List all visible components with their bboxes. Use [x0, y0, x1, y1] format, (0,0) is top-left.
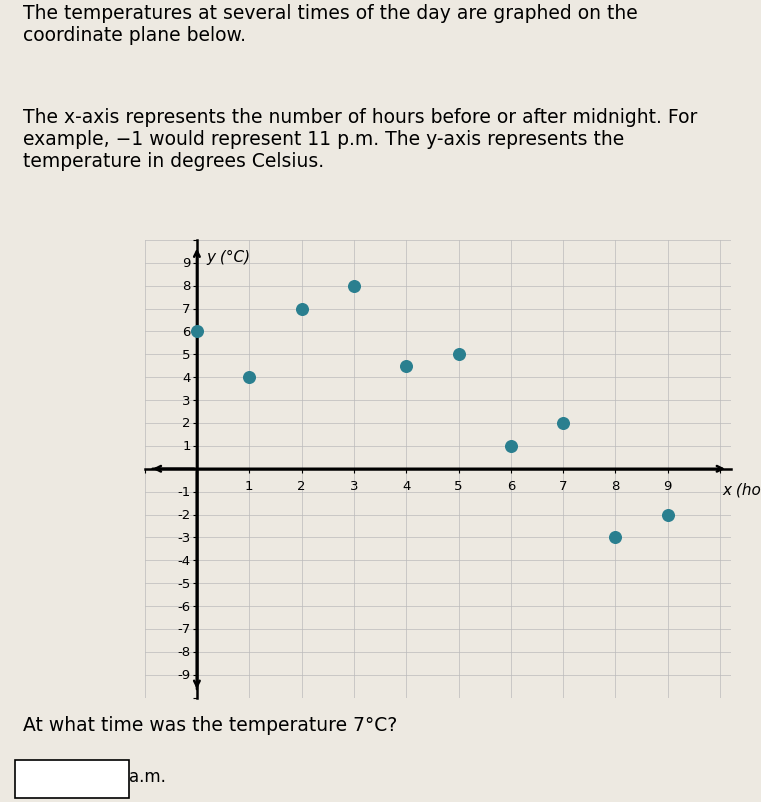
Text: 3: 3: [182, 394, 190, 407]
Text: -2: -2: [177, 508, 190, 521]
Text: 7: 7: [182, 302, 190, 316]
Point: [295, 302, 307, 315]
Text: -8: -8: [177, 646, 190, 658]
Text: The temperatures at several times of the day are graphed on the
coordinate plane: The temperatures at several times of the…: [23, 5, 638, 46]
Text: -4: -4: [177, 554, 190, 567]
Text: 4: 4: [402, 480, 410, 492]
Text: 8: 8: [611, 480, 619, 492]
Point: [661, 508, 674, 521]
Text: 5: 5: [182, 348, 190, 362]
Text: 5: 5: [454, 480, 463, 492]
Text: 2: 2: [182, 417, 190, 430]
Point: [191, 326, 203, 338]
Text: The x-axis represents the number of hours before or after midnight. For
example,: The x-axis represents the number of hour…: [23, 107, 697, 171]
Text: -3: -3: [177, 531, 190, 545]
Text: y (°C): y (°C): [206, 249, 250, 265]
Point: [610, 531, 622, 544]
Text: -1: -1: [177, 485, 190, 499]
Text: -5: -5: [177, 577, 190, 590]
Text: a.m.: a.m.: [129, 767, 166, 785]
Point: [452, 348, 464, 361]
Text: 9: 9: [182, 257, 190, 270]
Text: 1: 1: [182, 439, 190, 453]
FancyBboxPatch shape: [15, 759, 129, 798]
Text: 8: 8: [182, 280, 190, 293]
Text: 1: 1: [245, 480, 253, 492]
Point: [400, 360, 412, 373]
Text: 6: 6: [182, 326, 190, 338]
Point: [557, 417, 569, 430]
Point: [244, 371, 256, 384]
Text: -7: -7: [177, 622, 190, 636]
Text: 3: 3: [349, 480, 358, 492]
Text: 4: 4: [182, 371, 190, 384]
Text: x (hours): x (hours): [723, 482, 761, 496]
Text: 7: 7: [559, 480, 568, 492]
Text: 6: 6: [507, 480, 515, 492]
Point: [348, 280, 360, 293]
Text: -9: -9: [177, 668, 190, 682]
Text: At what time was the temperature 7°C?: At what time was the temperature 7°C?: [23, 715, 397, 735]
Text: 9: 9: [664, 480, 672, 492]
Point: [505, 439, 517, 452]
Text: 2: 2: [298, 480, 306, 492]
Text: -6: -6: [177, 600, 190, 613]
